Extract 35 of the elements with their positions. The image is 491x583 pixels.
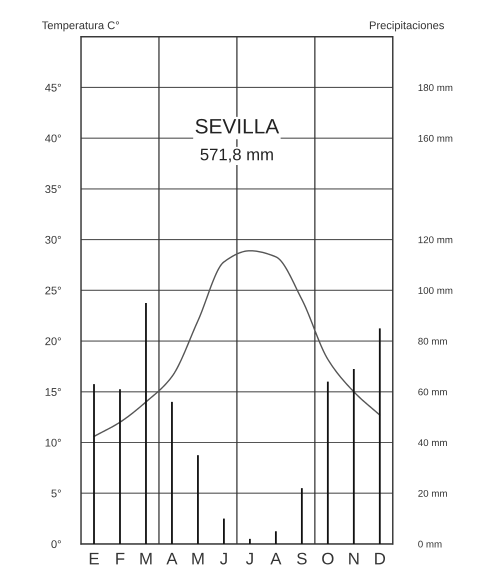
y2-tick-label: 160 mm [418,134,452,142]
y-tick-label: 25° [45,286,61,294]
y-tick-label: 40° [45,134,61,142]
y2-tick-label: 80 mm [418,338,447,345]
annotation: 571,8 mm [200,148,273,162]
y-tick-label: 30° [45,236,61,244]
y-tick-label: 15° [46,388,61,396]
y2-tick-label: 40 mm [418,439,447,446]
x-tick-label: A [270,552,282,564]
y-axis-title: Temperatura C° [42,21,119,32]
y-tick-label: 0° [51,540,61,548]
y2-axis-title: Precipitaciones [370,21,444,32]
y-tick-label: 35° [45,185,61,194]
y2-tick-label: 180 mm [418,84,452,92]
x-tick-label: F [116,552,124,564]
x-tick-label: S [297,552,307,565]
y-tick-label: 45° [45,84,61,92]
x-tick-label: J [220,552,227,565]
y-tick-label: 10° [46,438,61,447]
y2-tick-label: 100 mm [418,287,452,294]
y2-tick-label: 20 mm [418,490,447,497]
x-tick-label: J [246,552,253,565]
x-tick-label: M [140,552,152,564]
x-tick-label: A [166,552,178,564]
text: SEVILLA [196,118,280,134]
x-tick-label: D [375,552,386,564]
y2-tick-label: 60 mm [418,388,447,396]
y2-tick-label: 0 mm [418,540,442,548]
y-tick-label: 5° [51,489,61,498]
y2-tick-label: 120 mm [418,236,452,244]
x-tick-label: E [90,552,99,564]
x-tick-label: N [349,552,358,564]
x-tick-label: O [322,552,334,565]
x-tick-label: M [192,552,204,564]
y-tick-label: 20° [45,337,61,346]
